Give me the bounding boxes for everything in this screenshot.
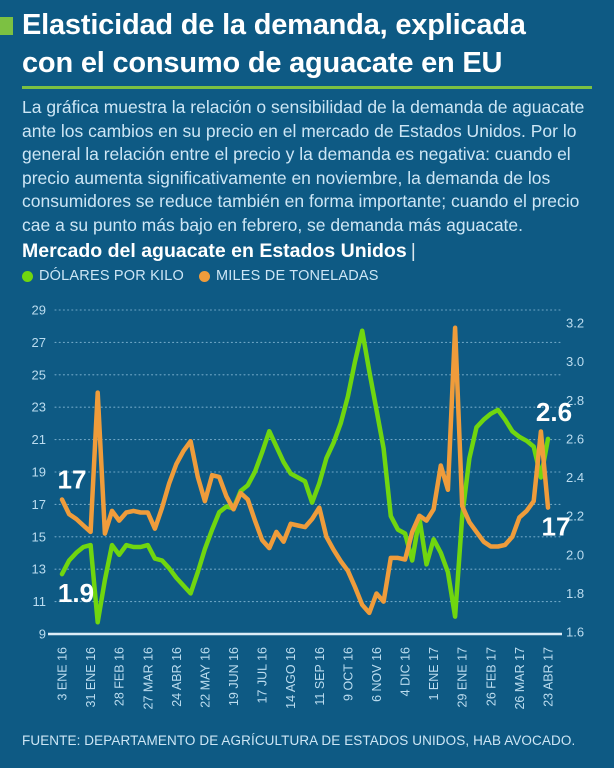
x-axis-tick-label: 29 ENE 17: [456, 647, 470, 708]
x-axis-tick-label: 22 MAY 16: [198, 647, 212, 708]
chart-title: Mercado del aguacate en Estados Unidos |: [22, 240, 416, 263]
legend-item-thousand-tonnes: MILES DE TONELADAS: [199, 268, 379, 284]
chart-title-text: Mercado del aguacate en Estados Unidos: [22, 240, 407, 262]
left-axis-tick-label: 29: [32, 303, 46, 318]
left-axis-tick-label: 13: [32, 562, 46, 577]
right-axis-tick-label: 1.6: [566, 625, 584, 640]
data-label: 2.6: [536, 397, 572, 427]
left-axis-tick-label: 17: [32, 497, 46, 512]
x-axis-tick-label: 28 FEB 16: [113, 647, 127, 706]
left-axis-tick-label: 11: [33, 594, 47, 609]
left-axis-tick-label: 27: [32, 335, 46, 350]
right-axis-tick-label: 3.2: [566, 316, 584, 331]
left-axis-tick-label: 9: [39, 627, 46, 642]
legend-item-dollars-per-kilo: DÓLARES POR KILO: [22, 268, 184, 284]
left-axis-tick-label: 15: [32, 529, 46, 544]
gridlines: [48, 309, 562, 636]
source-footnote: FUENTE: DEPARTAMENTO DE AGRÍCULTURA DE E…: [22, 733, 576, 748]
right-axis-tick-label: 2.4: [566, 470, 584, 485]
x-axis-tick-label: 3 ENE 16: [56, 647, 70, 701]
data-labels: 17 1.9 2.6 17: [58, 397, 573, 608]
page-title: Elasticidad de la demanda, explicada con…: [22, 6, 602, 82]
right-axis-tick-label: 3.0: [566, 354, 584, 369]
title-underline: [22, 86, 592, 89]
axis-tick-labels: 2927252321191715131193.23.02.82.62.42.22…: [32, 303, 585, 642]
right-axis-tick-label: 2.8: [566, 393, 584, 408]
data-label: 17: [542, 512, 571, 542]
x-axis-tick-label: 31 ENE 16: [84, 647, 98, 708]
x-axis-tick-label: 27 MAR 16: [141, 647, 155, 710]
x-axis-tick-labels: 3 ENE 16 31 ENE 16 28 FEB 16 27 MAR 16 24 AB…: [56, 647, 556, 710]
right-axis-tick-label: 2.0: [566, 547, 584, 562]
page-title-line2: con el consumo de aguacate en EU: [22, 47, 503, 79]
x-axis-tick-label: 26 FEB 17: [484, 647, 498, 706]
x-axis-tick-label: 19 JUN 16: [227, 647, 241, 706]
avocado-market-line-chart: 2927252321191715131193.23.02.82.62.42.22…: [32, 303, 585, 710]
chart-title-separator: |: [410, 240, 416, 262]
x-axis-tick-label: 17 JUL 16: [256, 647, 270, 704]
legend-label-tonnes: MILES DE TONELADAS: [216, 268, 379, 284]
left-axis-tick-label: 21: [32, 432, 46, 447]
right-axis-tick-label: 2.6: [566, 431, 584, 446]
right-axis-tick-label: 2.2: [566, 509, 584, 524]
series-line-dolares-por-kilo: [59, 328, 551, 625]
left-axis-tick-label: 23: [32, 400, 46, 415]
x-axis-tick-label: 6 NOV 16: [370, 647, 384, 702]
legend-label-dollars: DÓLARES POR KILO: [39, 268, 185, 284]
x-axis-tick-label: 11 SEP 16: [313, 647, 327, 706]
x-axis-tick-label: 23 ABR 17: [542, 647, 556, 707]
x-axis-tick-label: 9 OCT 16: [341, 647, 355, 701]
chart-legend: DÓLARES POR KILO MILES DE TONELADAS: [22, 268, 379, 284]
header-accent-square: [0, 17, 13, 35]
series-lines: [59, 325, 551, 625]
data-label: 1.9: [58, 578, 94, 608]
x-axis-tick-label: 24 ABR 16: [170, 647, 184, 707]
data-label: 17: [58, 465, 87, 495]
right-axis-tick-label: 1.8: [566, 586, 584, 601]
x-axis-tick-label: 1 ENE 17: [427, 647, 441, 701]
page-title-line1: Elasticidad de la demanda, explicada: [22, 9, 526, 41]
x-axis-tick-label: 26 MAR 17: [513, 647, 527, 710]
intro-paragraph: La gráfica muestra la relación o sensibi…: [22, 97, 585, 235]
green-series-dot-icon: [22, 270, 33, 282]
x-axis-tick-label: 14 AGO 16: [284, 647, 298, 709]
series-line-miles-de-toneladas: [59, 325, 551, 616]
x-axis-tick-label: 4 DIC 16: [399, 647, 413, 696]
left-axis-tick-label: 19: [32, 465, 46, 480]
orange-series-dot-icon: [199, 270, 211, 282]
left-axis-tick-label: 25: [32, 367, 46, 382]
